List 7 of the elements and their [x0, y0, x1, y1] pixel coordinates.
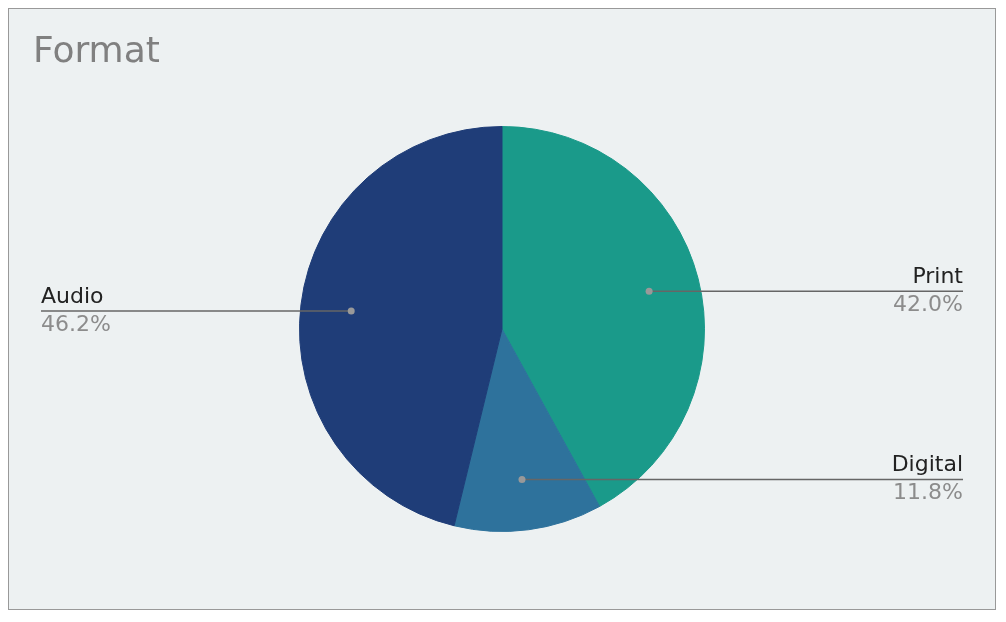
data-label: 11.8%: [893, 479, 963, 505]
chart-title: Format: [33, 29, 160, 70]
slice-label: Audio: [41, 282, 104, 308]
slice-label: Print: [912, 262, 964, 288]
slice-label: Digital: [891, 451, 963, 477]
data-label: 42.0%: [893, 290, 963, 316]
data-label: 46.2%: [41, 310, 111, 336]
